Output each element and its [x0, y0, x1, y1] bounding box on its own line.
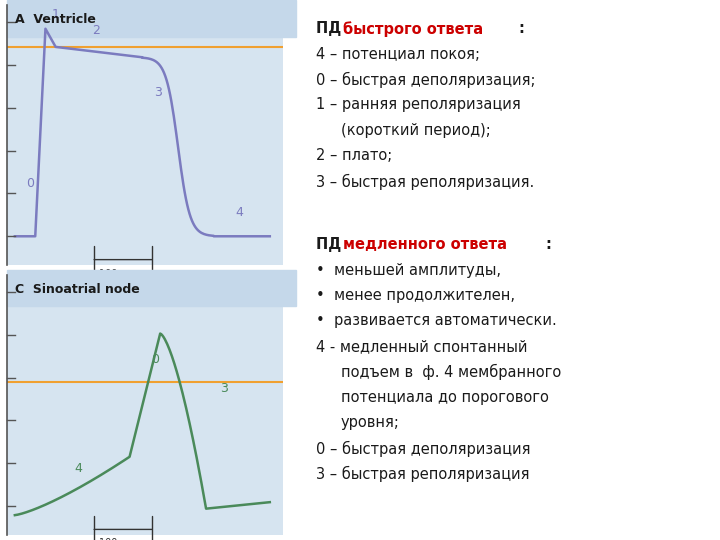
Text: C  Sinoatrial node: C Sinoatrial node — [15, 283, 140, 296]
Text: ПД: ПД — [316, 237, 346, 252]
Text: уровня;: уровня; — [341, 415, 400, 430]
Text: •  развивается автоматически.: • развивается автоматически. — [316, 313, 557, 328]
Text: 100 msec: 100 msec — [99, 538, 147, 540]
Text: 4: 4 — [235, 206, 243, 219]
Text: 100 msec: 100 msec — [99, 269, 147, 279]
Text: 2 – плато;: 2 – плато; — [316, 148, 392, 163]
Text: •  менее продолжителен,: • менее продолжителен, — [316, 288, 516, 303]
Text: 3: 3 — [153, 86, 161, 99]
Text: 0: 0 — [26, 177, 34, 190]
Text: быстрого ответа: быстрого ответа — [343, 21, 483, 37]
Text: 4 – потенциал покоя;: 4 – потенциал покоя; — [316, 46, 480, 62]
Text: 0 – быстрая деполяризация;: 0 – быстрая деполяризация; — [316, 72, 536, 88]
Text: подъем в  ф. 4 мембранного: подъем в ф. 4 мембранного — [341, 364, 562, 380]
Text: :: : — [546, 237, 552, 252]
Text: потенциала до порогового: потенциала до порогового — [341, 389, 549, 404]
Text: :: : — [518, 21, 525, 36]
Bar — [7, 270, 297, 306]
Text: 0 – быстрая деполяризация: 0 – быстрая деполяризация — [316, 441, 531, 456]
Text: •  меньшей амплитуды,: • меньшей амплитуды, — [316, 262, 501, 278]
Text: 3 – быстрая реполяризация: 3 – быстрая реполяризация — [316, 466, 530, 482]
Text: 3 – быстрая реполяризация.: 3 – быстрая реполяризация. — [316, 174, 534, 190]
Bar — [7, 0, 297, 37]
Text: медленного ответа: медленного ответа — [343, 237, 507, 252]
Text: 4 - медленный спонтанный: 4 - медленный спонтанный — [316, 339, 528, 354]
Text: 2: 2 — [92, 24, 100, 37]
Text: 0: 0 — [151, 353, 159, 366]
Text: 3: 3 — [220, 382, 228, 395]
Text: (короткий период);: (короткий период); — [341, 123, 491, 138]
Text: 1: 1 — [52, 9, 60, 22]
Text: 4: 4 — [75, 462, 83, 475]
Text: A  Ventricle: A Ventricle — [15, 13, 96, 26]
Text: 1 – ранняя реполяризация: 1 – ранняя реполяризация — [316, 98, 521, 112]
Text: ПД: ПД — [316, 21, 346, 36]
